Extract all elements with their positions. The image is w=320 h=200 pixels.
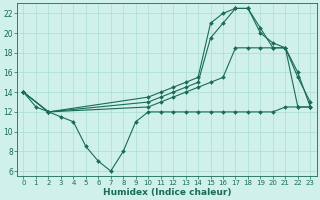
X-axis label: Humidex (Indice chaleur): Humidex (Indice chaleur) bbox=[103, 188, 231, 197]
